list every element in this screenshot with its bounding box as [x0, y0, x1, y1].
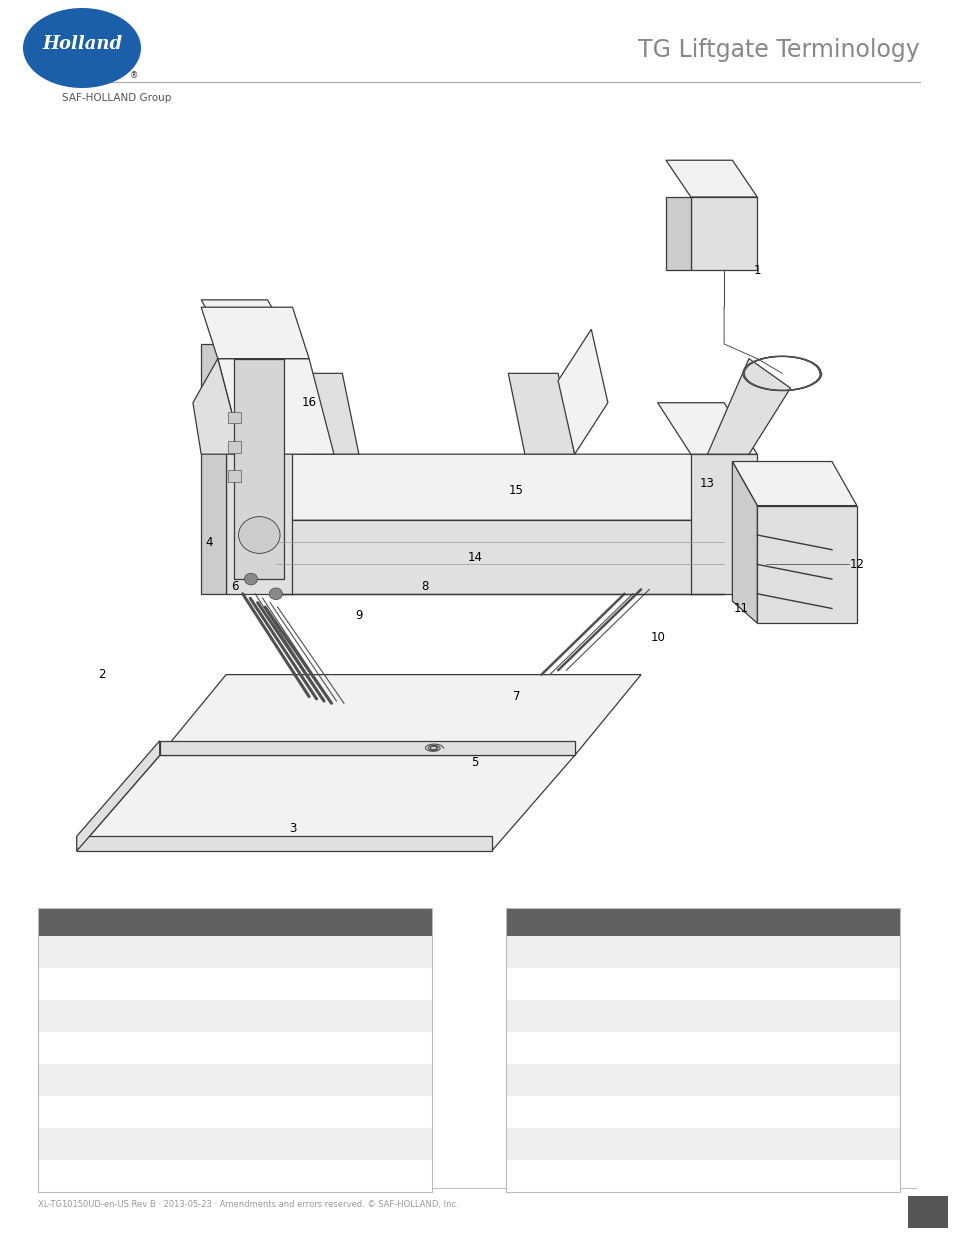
Text: 10: 10 — [527, 979, 541, 989]
Text: 6: 6 — [64, 1107, 71, 1116]
FancyBboxPatch shape — [228, 411, 241, 424]
Text: Lift Cylinder: Lift Cylinder — [572, 947, 639, 957]
Polygon shape — [159, 741, 574, 756]
Text: Attaching Plates: Attaching Plates — [572, 1139, 662, 1149]
Text: SAF-HOLLAND Group: SAF-HOLLAND Group — [62, 93, 172, 103]
Polygon shape — [226, 343, 293, 594]
Text: 12: 12 — [848, 558, 863, 571]
Text: 13: 13 — [700, 477, 714, 490]
Text: 5: 5 — [471, 756, 478, 769]
Text: Adjusting Bolts: Adjusting Bolts — [104, 1044, 187, 1053]
Text: 7: 7 — [63, 1139, 71, 1149]
Polygon shape — [732, 462, 856, 505]
FancyBboxPatch shape — [228, 441, 241, 453]
Polygon shape — [76, 741, 159, 851]
Polygon shape — [657, 403, 757, 454]
Text: Lift Frame: Lift Frame — [104, 1171, 160, 1181]
Text: 7: 7 — [513, 690, 519, 703]
Text: 11: 11 — [733, 601, 747, 615]
Polygon shape — [558, 330, 607, 454]
Text: Control Station: Control Station — [104, 947, 188, 957]
Text: Main Tube: Main Tube — [572, 1107, 628, 1116]
Polygon shape — [757, 505, 856, 624]
Polygon shape — [242, 454, 723, 520]
Text: ITEM: ITEM — [53, 918, 80, 927]
Text: 9: 9 — [355, 609, 362, 622]
Polygon shape — [201, 343, 226, 594]
Text: 13: 13 — [527, 1074, 541, 1086]
Text: ®: ® — [130, 72, 138, 80]
Polygon shape — [76, 756, 574, 851]
Text: 8: 8 — [63, 1171, 71, 1181]
Polygon shape — [201, 308, 309, 358]
Polygon shape — [234, 358, 284, 579]
Text: 14: 14 — [527, 1107, 541, 1116]
Text: 5: 5 — [64, 1074, 71, 1086]
Text: Roller Opener: Roller Opener — [104, 1107, 180, 1116]
Polygon shape — [242, 469, 275, 594]
Text: 4: 4 — [206, 536, 213, 548]
Text: 16: 16 — [527, 1171, 541, 1181]
Text: 2: 2 — [63, 979, 71, 989]
Text: 12: 12 — [527, 1044, 541, 1053]
Text: ITEM: ITEM — [521, 918, 548, 927]
Polygon shape — [732, 462, 757, 624]
Polygon shape — [690, 198, 757, 270]
Polygon shape — [707, 358, 790, 454]
Text: 14: 14 — [467, 551, 482, 563]
Text: DESCRIPTION: DESCRIPTION — [695, 918, 768, 927]
Text: 10: 10 — [650, 631, 664, 645]
Circle shape — [238, 516, 280, 553]
Polygon shape — [201, 300, 293, 343]
Circle shape — [269, 588, 282, 600]
Text: 4: 4 — [63, 1044, 71, 1053]
Text: 8: 8 — [421, 580, 429, 593]
Polygon shape — [293, 373, 358, 454]
Polygon shape — [690, 454, 757, 594]
Text: Deck Extension: Deck Extension — [572, 1171, 658, 1181]
Polygon shape — [275, 520, 723, 594]
Text: 9: 9 — [531, 947, 538, 957]
Text: 1: 1 — [753, 264, 760, 277]
Text: DESCRIPTION: DESCRIPTION — [227, 918, 300, 927]
Polygon shape — [723, 469, 757, 594]
Text: Pump Box Mount: Pump Box Mount — [572, 1011, 665, 1021]
Text: Side Steps: Side Steps — [572, 979, 630, 989]
Polygon shape — [508, 373, 574, 454]
Text: 1: 1 — [64, 947, 71, 957]
Text: 6: 6 — [231, 580, 238, 593]
Text: Inner Platform: Inner Platform — [104, 979, 183, 989]
Text: TG Liftgate Terminology: TG Liftgate Terminology — [638, 38, 919, 62]
Text: 16: 16 — [301, 396, 316, 409]
Text: 15: 15 — [527, 1139, 541, 1149]
Text: 11: 11 — [527, 1011, 541, 1021]
Text: Travel Latch: Travel Latch — [572, 1074, 639, 1086]
Text: 9: 9 — [922, 1204, 932, 1219]
Text: Pump Box: Pump Box — [572, 1044, 627, 1053]
Text: Parallel ARms: Parallel ARms — [104, 1139, 180, 1149]
Text: XL-TG10150UD-en-US Rev B · 2013-05-23 · Amendments and errors reserved. © SAF-HO: XL-TG10150UD-en-US Rev B · 2013-05-23 · … — [38, 1200, 458, 1209]
Text: Outer Platform: Outer Platform — [104, 1011, 186, 1021]
Polygon shape — [217, 358, 334, 454]
Polygon shape — [193, 358, 242, 454]
Polygon shape — [159, 674, 640, 756]
Circle shape — [244, 573, 257, 585]
FancyBboxPatch shape — [228, 471, 241, 482]
Text: 2: 2 — [98, 668, 105, 682]
Ellipse shape — [23, 7, 141, 88]
Text: 3: 3 — [64, 1011, 71, 1021]
Polygon shape — [665, 161, 757, 198]
Text: 3: 3 — [289, 823, 295, 835]
Polygon shape — [665, 198, 690, 270]
Polygon shape — [76, 836, 491, 851]
Text: 15: 15 — [509, 484, 523, 498]
Text: Torsion Spring: Torsion Spring — [104, 1074, 182, 1086]
Text: Holland: Holland — [42, 35, 122, 53]
